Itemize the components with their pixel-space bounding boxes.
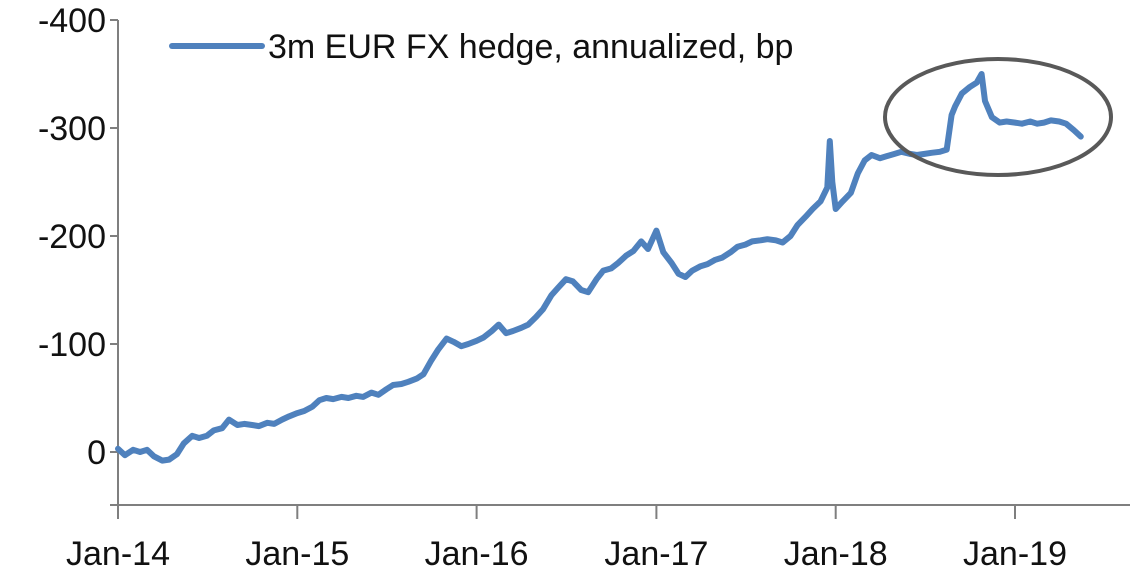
y-tick-label: -400 (38, 2, 106, 40)
x-tick-label: Jan-19 (963, 535, 1067, 573)
legend: 3m EUR FX hedge, annualized, bp (169, 28, 793, 66)
x-tick-label: Jan-18 (784, 535, 888, 573)
x-axis-ticks: Jan-14 Jan-15 Jan-16 Jan-17 Jan-18 Jan-19 (66, 505, 1067, 573)
x-tick-label: Jan-15 (245, 535, 349, 573)
x-tick-label: Jan-16 (425, 535, 529, 573)
x-tick-label: Jan-17 (604, 535, 708, 573)
x-tick-label: Jan-14 (66, 535, 170, 573)
y-tick-label: 0 (87, 434, 106, 472)
y-tick-label: -100 (38, 326, 106, 364)
y-axis-ticks: -400 -300 -200 -100 0 (38, 2, 118, 506)
y-tick-label: -300 (38, 110, 106, 148)
legend-label: 3m EUR FX hedge, annualized, bp (268, 28, 793, 66)
highlight-ellipse (883, 57, 1113, 177)
series-line (115, 71, 1084, 464)
y-tick-label: -200 (38, 218, 106, 256)
